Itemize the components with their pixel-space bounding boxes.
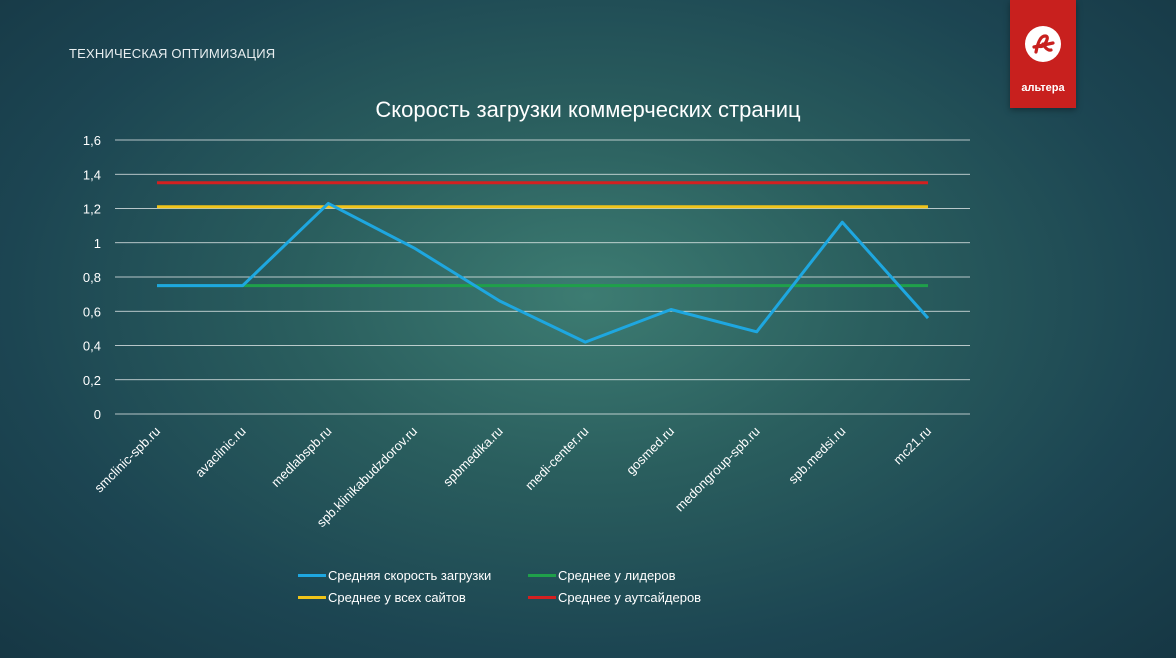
legend-item: Среднее у аутсайдеров [528, 590, 701, 605]
legend-item: Среднее у всех сайтов [298, 590, 466, 605]
legend-swatch [528, 574, 556, 577]
y-tick-label: 1,2 [83, 202, 101, 217]
y-tick-label: 0,4 [83, 339, 101, 354]
x-tick-label: medi-center.ru [522, 424, 591, 493]
y-tick-label: 1,4 [83, 167, 101, 182]
y-tick-label: 1,6 [83, 133, 101, 148]
x-tick-label: spb.klinikabudzdorov.ru [314, 424, 421, 531]
section-title: ТЕХНИЧЕСКАЯ ОПТИМИЗАЦИЯ [69, 46, 276, 61]
x-tick-label: medlabspb.ru [268, 424, 334, 490]
y-tick-label: 1 [94, 236, 101, 251]
x-tick-label: gosmed.ru [623, 424, 677, 478]
x-tick-label: spb.medsi.ru [785, 424, 848, 487]
x-tick-label: spbmedika.ru [440, 424, 506, 490]
series-line [157, 201, 930, 344]
brand-logo: альтера [1010, 0, 1076, 108]
logo-mark-icon [1025, 26, 1061, 62]
y-tick-label: 0,6 [83, 304, 101, 319]
legend-label: Среднее у аутсайдеров [558, 590, 702, 605]
x-tick-label: smclinic-spb.ru [91, 424, 163, 496]
x-tick-label: avaclinic.ru [192, 424, 249, 481]
legend-swatch [298, 596, 326, 599]
legend-label: Среднее у лидеров [558, 568, 676, 583]
legend-item: Средняя скорость загрузки [298, 568, 491, 583]
logo-text: альтера [1021, 82, 1065, 94]
x-tick-label: mc21.ru [890, 424, 934, 468]
legend-swatch [298, 574, 326, 577]
legend-item: Среднее у лидеров [528, 568, 676, 583]
x-tick-label: medongroup-spb.ru [672, 424, 763, 515]
legend-swatch [528, 596, 556, 599]
chart-title: Скорость загрузки коммерческих страниц [375, 97, 801, 122]
legend-label: Среднее у всех сайтов [328, 590, 466, 605]
y-tick-label: 0 [94, 407, 101, 422]
y-tick-label: 0,8 [83, 270, 101, 285]
legend-label: Средняя скорость загрузки [328, 568, 492, 583]
y-tick-label: 0,2 [83, 373, 101, 388]
